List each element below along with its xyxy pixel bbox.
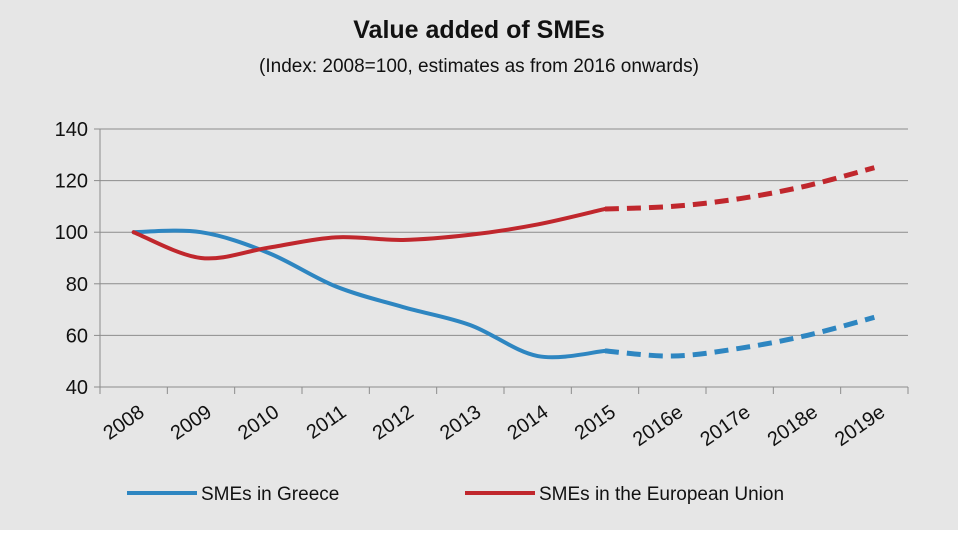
data-point [872, 315, 876, 319]
data-point [738, 346, 742, 350]
data-point [805, 333, 809, 337]
y-tick-label: 100 [55, 222, 88, 244]
data-point [199, 230, 203, 234]
series-lines [131, 165, 876, 360]
chart-subtitle: (Index: 2008=100, estimates as from 2016… [259, 56, 699, 77]
data-point [603, 207, 607, 211]
data-point [334, 284, 338, 288]
data-point [670, 354, 674, 358]
data-point [266, 246, 270, 250]
data-point [603, 349, 607, 353]
y-tick-label: 80 [66, 274, 88, 296]
data-point [468, 323, 472, 327]
y-tick-label: 60 [66, 325, 88, 347]
series-line-estimate-1 [604, 165, 875, 212]
series-line-estimate-0 [604, 314, 875, 359]
data-point [872, 166, 876, 170]
data-point [536, 222, 540, 226]
data-point [199, 256, 203, 260]
legend-label: SMEs in Greece [201, 484, 339, 505]
y-axis-ticks: 40 60 80 100 120 140 [55, 119, 101, 399]
series-line-actual-1 [131, 206, 607, 261]
series-line-actual-0 [131, 228, 607, 360]
legend: SMEs in Greece SMEs in the European Union [127, 484, 784, 505]
data-point [266, 251, 270, 255]
data-point [805, 184, 809, 188]
chart-title: Value added of SMEs [353, 16, 604, 44]
data-point [334, 235, 338, 239]
data-point [401, 238, 405, 242]
y-tick-label: 140 [55, 119, 88, 141]
data-point [401, 305, 405, 309]
legend-label: SMEs in the European Union [539, 484, 784, 505]
y-tick-label: 120 [55, 171, 88, 193]
data-point [738, 197, 742, 201]
data-point [132, 230, 136, 234]
y-tick-label: 40 [66, 377, 88, 399]
data-point [670, 204, 674, 208]
data-point [468, 233, 472, 237]
data-point [536, 354, 540, 358]
